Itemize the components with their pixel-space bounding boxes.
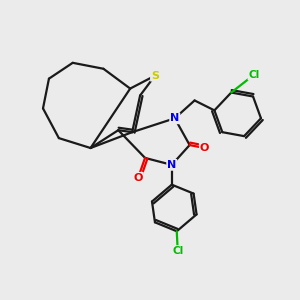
Text: N: N bbox=[167, 160, 176, 170]
Text: Cl: Cl bbox=[248, 70, 260, 80]
Text: O: O bbox=[134, 173, 143, 183]
Text: N: N bbox=[170, 113, 179, 123]
Text: S: S bbox=[151, 71, 159, 81]
Text: O: O bbox=[200, 143, 209, 153]
Text: Cl: Cl bbox=[172, 246, 183, 256]
